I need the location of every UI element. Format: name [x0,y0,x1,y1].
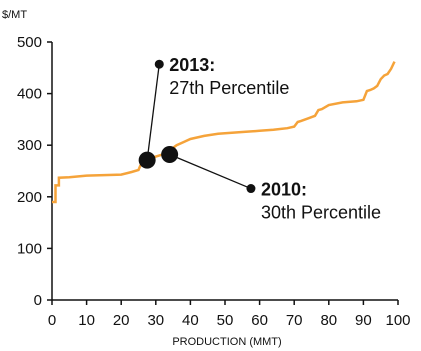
marker-layer [138,145,179,169]
cost-curve-line [52,61,396,204]
annotation-percentile: 30th Percentile [261,203,381,223]
x-tick-label: 100 [385,312,410,329]
annotation-anchor-dot [154,59,164,69]
y-tick-label: 100 [17,240,42,257]
data-marker [138,151,156,169]
annotation-leader-line [146,64,160,161]
y-tick-label: 300 [17,137,42,154]
x-tick-label: 70 [286,312,303,329]
annotation-layer: 2013: 27th Percentile 2010: 30th Percentile [146,55,381,223]
x-tick-label: 30 [147,312,164,329]
annotation-leader-line [169,153,252,190]
y-tick-label: 400 [17,86,42,103]
y-tick-label: 500 [17,34,42,51]
axes: 0 100 200 300 400 500 0 10 20 30 40 50 60 70 80 90 100 [17,34,411,329]
x-tick-label: 10 [78,312,95,329]
x-axis-label: PRODUCTION (MMT) [172,336,281,348]
y-tick-label: 200 [17,189,42,206]
x-tick-label: 40 [182,312,199,329]
x-tick-label: 80 [320,312,337,329]
x-tick-label: 50 [217,312,234,329]
data-marker [161,145,179,163]
annotation-percentile: 27th Percentile [169,78,289,98]
series-layer [52,61,396,204]
annotation-year: 2010: [261,180,307,200]
x-tick-label: 60 [251,312,268,329]
x-tick-label: 20 [113,312,130,329]
y-tick-label: 0 [34,292,42,309]
y-axis-label: $/MT [2,9,27,21]
x-tick-label: 90 [355,312,372,329]
annotation-anchor-dot [246,184,256,194]
annotation-year: 2013: [169,55,215,75]
x-tick-label: 0 [48,312,56,329]
